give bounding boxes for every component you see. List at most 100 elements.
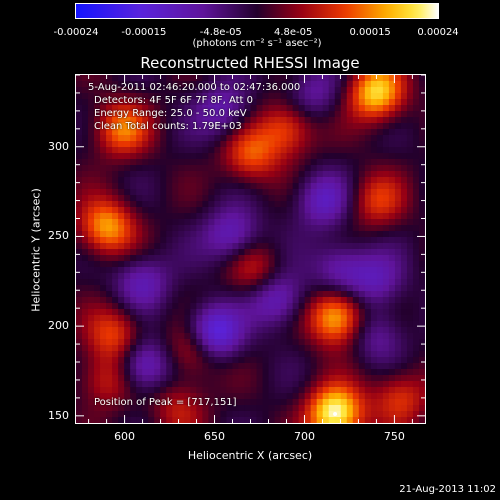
heatmap-cell	[76, 267, 83, 274]
heatmap-cell	[226, 309, 234, 316]
heatmap-cell	[88, 357, 95, 364]
heatmap-cell	[184, 291, 191, 298]
heatmap-cell	[376, 417, 384, 423]
heatmap-cell	[370, 411, 378, 418]
heatmap-cell	[124, 105, 131, 112]
heatmap-cell	[100, 231, 107, 238]
heatmap-cell	[76, 171, 83, 178]
heatmap-cell	[400, 363, 408, 370]
heatmap-cell	[370, 159, 378, 166]
heatmap-cell	[220, 189, 228, 196]
heatmap-cell	[208, 369, 215, 376]
heatmap-cell	[358, 81, 366, 88]
heatmap-cell	[370, 375, 378, 382]
heatmap-cell	[328, 273, 336, 280]
heatmap-cell	[304, 93, 312, 100]
heatmap-cell	[292, 357, 300, 364]
heatmap-cell	[232, 405, 240, 412]
heatmap-cell	[160, 81, 167, 88]
heatmap-cell	[100, 339, 107, 346]
heatmap-cell	[250, 351, 258, 358]
heatmap-cell	[250, 129, 258, 136]
heatmap-cell	[142, 243, 149, 250]
heatmap-cell	[274, 153, 282, 160]
heatmap-cell	[364, 123, 372, 130]
heatmap-cell	[166, 255, 173, 262]
heatmap-cell	[316, 399, 324, 406]
heatmap-cell	[208, 141, 215, 148]
heatmap-cell	[370, 153, 378, 160]
heatmap-cell	[208, 327, 215, 334]
heatmap-cell	[286, 153, 294, 160]
heatmap-cell	[310, 303, 318, 310]
heatmap-cell	[166, 141, 173, 148]
heatmap-cell	[106, 225, 113, 232]
heatmap-cell	[358, 375, 366, 382]
heatmap-cell	[148, 357, 155, 364]
heatmap-cell	[280, 291, 288, 298]
heatmap-cell	[376, 165, 384, 172]
heatmap-cell	[286, 219, 294, 226]
heatmap-cell	[94, 213, 101, 220]
heatmap-cell	[202, 171, 209, 178]
heatmap-cell	[250, 363, 258, 370]
heatmap-cell	[178, 159, 185, 166]
heatmap-cell	[190, 333, 197, 340]
heatmap-cell	[322, 369, 330, 376]
heatmap-cell	[262, 201, 270, 208]
heatmap-cell	[76, 285, 83, 292]
heatmap-cell	[346, 399, 354, 406]
heatmap-cell	[142, 291, 149, 298]
heatmap-cell	[166, 375, 173, 382]
heatmap-cell	[352, 153, 360, 160]
heatmap-cell	[418, 105, 425, 112]
heatmap-cell	[184, 165, 191, 172]
heatmap-cell	[118, 225, 125, 232]
heatmap-cell	[226, 291, 234, 298]
heatmap-cell	[238, 375, 246, 382]
heatmap-cell	[226, 195, 234, 202]
heatmap-cell	[76, 147, 83, 154]
heatmap-cell	[262, 117, 270, 124]
heatmap-cell	[364, 141, 372, 148]
heatmap-cell	[94, 81, 101, 88]
heatmap-cell	[82, 243, 89, 250]
heatmap-cell	[412, 165, 420, 172]
heatmap-cell	[136, 177, 143, 184]
heatmap-cell	[256, 195, 264, 202]
heatmap-cell	[406, 339, 414, 346]
heatmap-cell	[166, 171, 173, 178]
heatmap-cell	[142, 399, 149, 406]
heatmap-cell	[94, 339, 101, 346]
heatmap-cell	[382, 183, 390, 190]
heatmap-cell	[304, 249, 312, 256]
heatmap-cell	[130, 369, 137, 376]
heatmap-cell	[244, 381, 252, 388]
heatmap-cell	[406, 273, 414, 280]
heatmap-cell	[292, 387, 300, 394]
heatmap-cell	[196, 117, 203, 124]
heatmap-cell	[316, 357, 324, 364]
heatmap-cell	[106, 363, 113, 370]
heatmap-cell	[184, 351, 191, 358]
heatmap-cell	[184, 75, 191, 82]
heatmap-cell	[400, 189, 408, 196]
heatmap-cell	[118, 315, 125, 322]
heatmap-cell	[352, 321, 360, 328]
heatmap-cell	[340, 387, 348, 394]
heatmap-cell	[190, 399, 197, 406]
heatmap-cell	[376, 153, 384, 160]
heatmap-cell	[112, 321, 119, 328]
heatmap-cell	[370, 333, 378, 340]
heatmap-cell	[220, 87, 228, 94]
heatmap-cell	[268, 207, 276, 214]
heatmap-cell	[376, 393, 384, 400]
heatmap-cell	[268, 105, 276, 112]
heatmap-cell	[184, 231, 191, 238]
heatmap-cell	[136, 399, 143, 406]
heatmap-cell	[382, 87, 390, 94]
heatmap-cell	[190, 351, 197, 358]
heatmap-cell	[322, 99, 330, 106]
heatmap-cell	[364, 237, 372, 244]
heatmap-cell	[280, 171, 288, 178]
